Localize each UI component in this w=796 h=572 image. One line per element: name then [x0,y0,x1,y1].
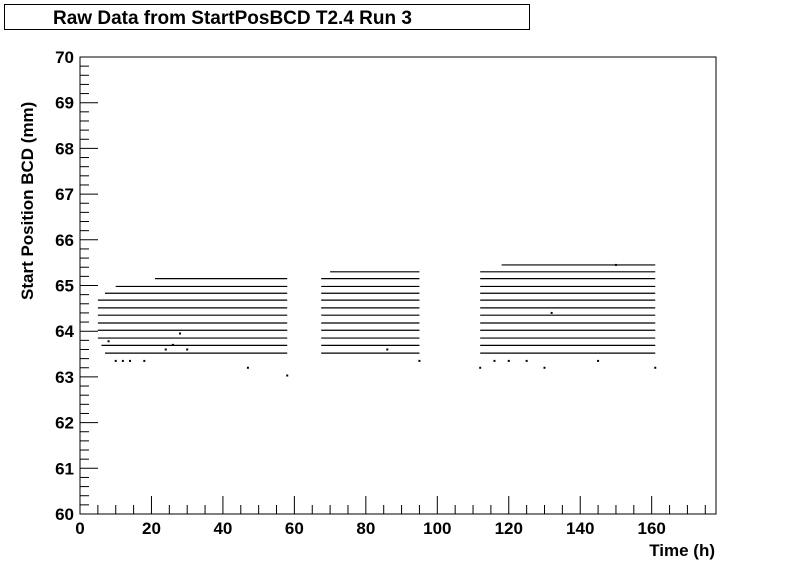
data-point [418,359,421,362]
y-tick-label: 68 [55,139,74,158]
x-tick-label: 40 [213,519,232,538]
y-tick-label: 64 [55,322,74,341]
data-point [186,348,189,351]
y-tick-label: 63 [55,368,74,387]
x-axis-label: Time (h) [649,541,715,560]
x-tick-label: 100 [423,519,451,538]
data-point [114,359,117,362]
chart-title-box: Raw Data from StartPosBCD T2.4 Run 3 [4,4,530,30]
data-point [507,359,510,362]
y-tick-label: 60 [55,505,74,524]
data-point [597,359,600,362]
data-point [550,311,553,314]
data-point [171,343,174,346]
x-axis-ticks: 0 20 40 60 80 100 120 140 160 [75,496,706,538]
y-tick-label: 61 [55,459,74,478]
data-point [107,340,110,343]
y-tick-label: 70 [55,48,74,67]
data-point [179,332,182,335]
y-tick-label: 66 [55,231,74,250]
x-tick-label: 160 [637,519,665,538]
data-point [246,366,249,369]
data-point [654,366,657,369]
data-point [479,366,482,369]
plot-frame [79,56,717,515]
y-tick-label: 69 [55,94,74,113]
y-tick-label: 62 [55,414,74,433]
data-point [164,348,167,351]
y-axis-ticks: 60 61 62 63 64 65 66 67 68 69 70 [55,48,98,524]
chart-title: Raw Data from StartPosBCD T2.4 Run 3 [53,8,412,29]
data-point [286,374,289,377]
x-tick-label: 140 [566,519,594,538]
x-tick-label: 80 [356,519,375,538]
x-tick-label: 120 [495,519,523,538]
data-series [97,263,657,377]
data-point [143,359,146,362]
data-point [129,359,132,362]
data-point [386,348,389,351]
data-point [525,359,528,362]
x-tick-label: 60 [285,519,304,538]
data-point [493,359,496,362]
data-point [543,366,546,369]
y-tick-label: 65 [55,277,74,296]
data-point [121,359,124,362]
data-point [614,263,617,266]
y-tick-label: 67 [55,185,74,204]
y-axis-label: Start Position BCD (mm) [18,102,37,300]
x-tick-label: 0 [75,519,84,538]
x-tick-label: 20 [142,519,161,538]
